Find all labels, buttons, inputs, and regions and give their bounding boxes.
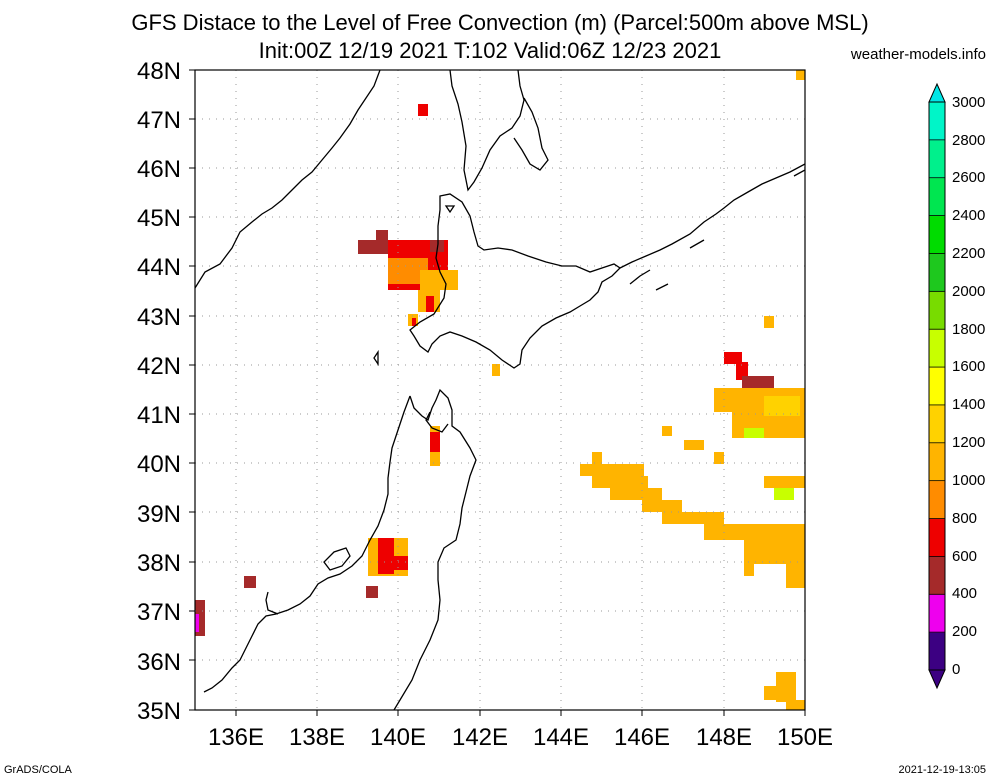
- pacific-east-cluster: [492, 70, 805, 464]
- lat-label-39n: 39N: [137, 501, 181, 528]
- colorbar-label-1800: 1800: [952, 321, 985, 338]
- colorbar-swatch: [929, 139, 945, 179]
- colorbar-label-1200: 1200: [952, 434, 985, 451]
- pacific-band: [580, 452, 805, 710]
- colorbar-swatch: [929, 291, 945, 330]
- colorbar-label-1600: 1600: [952, 358, 985, 375]
- kuril-coastline: [619, 163, 805, 269]
- longitude-axis: 136E 138E 140E 142E 144E 146E 148E 150E: [208, 710, 833, 751]
- lon-label-140e: 140E: [370, 724, 426, 751]
- map-subtitle: Init:00Z 12/19 2021 T:102 Valid:06Z 12/2…: [258, 38, 722, 63]
- lat-label-46n: 46N: [137, 156, 181, 183]
- colorbar-swatch: [929, 442, 945, 482]
- colorbar-bottom-arrow: [928, 669, 946, 690]
- lon-label-136e: 136E: [208, 724, 264, 751]
- colorbar-swatch: [929, 632, 945, 671]
- colorbar-swatch: [929, 594, 945, 633]
- lon-label-148e: 148E: [696, 724, 752, 751]
- lat-label-45n: 45N: [137, 205, 181, 232]
- colorbar-label-2400: 2400: [952, 207, 985, 224]
- honshu-west-cluster: [195, 538, 408, 636]
- latitude-axis: 35N 36N 37N 38N 39N 40N 41N 42N 43N 44N …: [137, 58, 195, 725]
- asia-coastline: [195, 70, 381, 289]
- lat-label-47n: 47N: [137, 107, 181, 134]
- noto-peninsula: [265, 591, 279, 615]
- colorbar-frame: [928, 101, 946, 671]
- colorbar-swatch: [929, 329, 945, 368]
- lon-label-144e: 144E: [533, 724, 589, 751]
- colorbar-swatch: [929, 177, 945, 217]
- lat-label-42n: 42N: [137, 353, 181, 380]
- colorbar-label-600: 600: [952, 548, 977, 565]
- lat-label-40n: 40N: [137, 451, 181, 478]
- coastlines: [195, 70, 805, 710]
- footer-software-label: GrADS/COLA: [4, 764, 72, 776]
- colorbar-label-2600: 2600: [952, 169, 985, 186]
- hokkaido-coastline: [409, 193, 622, 369]
- rishiri-island: [444, 205, 456, 214]
- colorbar-swatches: [929, 102, 945, 671]
- colorbar-swatch: [929, 253, 945, 292]
- lon-label-138e: 138E: [289, 724, 345, 751]
- sakhalin-coastline: [449, 70, 549, 192]
- colorbar-swatch: [929, 404, 945, 444]
- lon-label-150e: 150E: [777, 724, 833, 751]
- source-label: weather-models.info: [850, 46, 986, 63]
- colorbar-label-800: 800: [952, 510, 977, 527]
- colorbar-swatch: [929, 556, 945, 595]
- okushiri-island: [373, 349, 379, 367]
- colorbar-swatch: [929, 367, 945, 406]
- colorbar-label-1400: 1400: [952, 396, 985, 413]
- colorbar-top-arrow: [928, 82, 946, 103]
- lat-label-48n: 48N: [137, 58, 181, 85]
- lon-label-142e: 142E: [452, 724, 508, 751]
- map-title: GFS Distace to the Level of Free Convect…: [131, 10, 869, 35]
- colorbar-label-200: 200: [952, 623, 977, 640]
- colorbar: 0 200 400 600 800 1000 1200 1400 1600 18…: [928, 82, 985, 690]
- lat-label-41n: 41N: [137, 402, 181, 429]
- kuril-islands: [629, 169, 805, 291]
- footer-timestamp: 2021-12-19-13:05: [898, 764, 986, 776]
- oga-peninsula: [425, 411, 449, 433]
- colorbar-label-0: 0: [952, 661, 960, 678]
- map-plot-area: [195, 70, 805, 710]
- colorbar-label-2800: 2800: [952, 132, 985, 149]
- colorbar-label-3000: 3000: [952, 94, 985, 111]
- colorbar-label-2000: 2000: [952, 283, 985, 300]
- colorbar-label-2200: 2200: [952, 245, 985, 262]
- colorbar-label-1000: 1000: [952, 472, 985, 489]
- colorbar-labels: 0 200 400 600 800 1000 1200 1400 1600 18…: [952, 94, 985, 678]
- colorbar-swatch: [929, 518, 945, 557]
- lon-label-146e: 146E: [614, 724, 670, 751]
- honshu-coastline: [203, 388, 477, 710]
- colorbar-label-400: 400: [952, 585, 977, 602]
- lat-label-44n: 44N: [137, 254, 181, 281]
- lat-label-37n: 37N: [137, 599, 181, 626]
- lat-label-35n: 35N: [137, 698, 181, 725]
- lat-label-36n: 36N: [137, 649, 181, 676]
- tsugaru-cluster: [430, 426, 440, 466]
- colorbar-swatch: [929, 102, 945, 141]
- colorbar-swatch: [929, 215, 945, 254]
- map-frame: [194, 69, 806, 711]
- lat-label-43n: 43N: [137, 304, 181, 331]
- sado-island: [323, 547, 351, 571]
- colorbar-swatch: [929, 480, 945, 520]
- lat-label-38n: 38N: [137, 550, 181, 577]
